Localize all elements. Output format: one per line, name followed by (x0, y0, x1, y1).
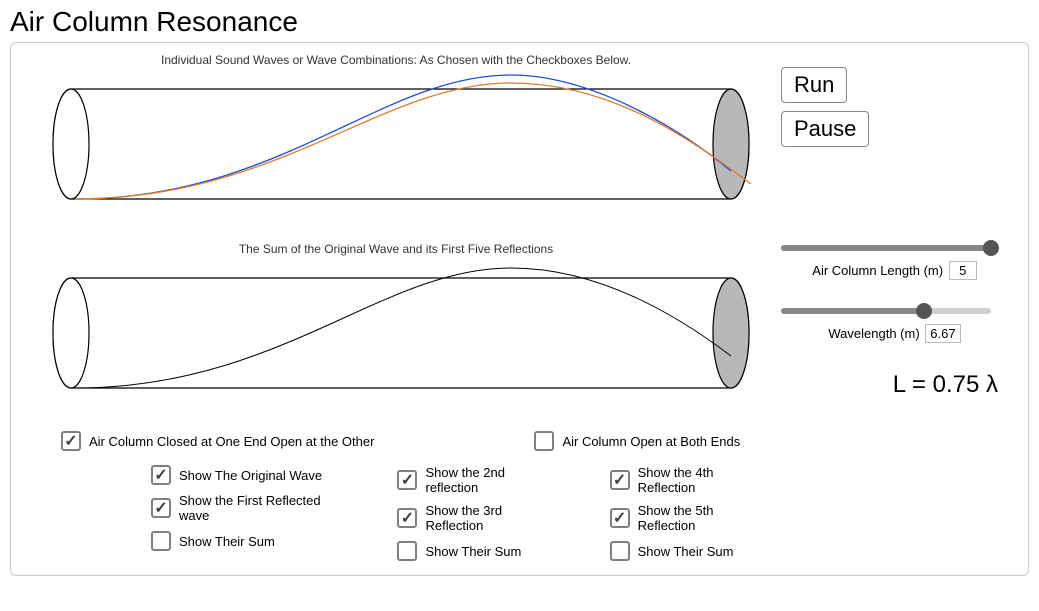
tube-top-svg (31, 69, 761, 224)
tube-bottom-caption: The Sum of the Original Wave and its Fir… (31, 242, 761, 256)
wavelength-slider-fill (781, 308, 924, 314)
mode-closed-check[interactable]: Air Column Closed at One End Open at the… (61, 431, 374, 451)
wave-check-label: Show Their Sum (179, 534, 275, 549)
length-slider[interactable] (781, 245, 991, 251)
length-slider-label: Air Column Length (m) 5 (781, 261, 1008, 280)
wave-check[interactable]: Show the 3rd Reflection (397, 503, 549, 533)
equation-readout: L = 0.75 λ (781, 371, 1008, 399)
tube-top-caption: Individual Sound Waves or Wave Combinati… (31, 53, 761, 67)
checkbox-icon (151, 498, 171, 518)
equation-value: 0.75 (933, 371, 980, 398)
wave-check[interactable]: Show the First Reflected wave (151, 493, 337, 523)
wave-check[interactable]: Show The Original Wave (151, 465, 337, 485)
tube-bottom-svg (31, 258, 761, 413)
wavelength-slider-label: Wavelength (m) 6.67 (781, 324, 1008, 343)
slider-group: Air Column Length (m) 5 Wavelength (m) 6… (781, 245, 1008, 343)
wave-check[interactable]: Show the 4th Reflection (610, 465, 761, 495)
wavelength-slider-row: Wavelength (m) 6.67 (781, 308, 1008, 343)
wave-check[interactable]: Show Their Sum (397, 541, 549, 561)
wave-check-label: Show the 2nd reflection (425, 465, 549, 495)
checkbox-icon (610, 508, 630, 528)
length-slider-thumb[interactable] (983, 240, 999, 256)
pause-button[interactable]: Pause (781, 111, 869, 147)
checkbox-icon (61, 431, 81, 451)
wave-check-grid: Show The Original Wave Show the First Ref… (151, 465, 761, 561)
wave-check[interactable]: Show the 2nd reflection (397, 465, 549, 495)
wave-check-label: Show The Original Wave (179, 468, 322, 483)
wave-check[interactable]: Show the 5th Reflection (610, 503, 761, 533)
wave-check-label: Show Their Sum (425, 544, 521, 559)
wave-check-column: Show the 2nd reflection Show the 3rd Refl… (397, 465, 549, 561)
checkbox-icon (610, 470, 630, 490)
length-slider-fill (781, 245, 991, 251)
checkbox-icon (397, 470, 417, 490)
wavelength-label-text: Wavelength (m) (828, 326, 919, 341)
wave-check-label: Show Their Sum (638, 544, 734, 559)
wave-check-label: Show the 3rd Reflection (425, 503, 549, 533)
run-button[interactable]: Run (781, 67, 847, 103)
tube-bottom-block: The Sum of the Original Wave and its Fir… (31, 242, 761, 413)
diagram-column: Individual Sound Waves or Wave Combinati… (31, 53, 761, 561)
mode-open-label: Air Column Open at Both Ends (562, 434, 740, 449)
tube-top-block: Individual Sound Waves or Wave Combinati… (31, 53, 761, 224)
main-panel: Individual Sound Waves or Wave Combinati… (10, 42, 1029, 576)
equation-prefix: L = (893, 371, 933, 398)
checkbox-icon (397, 541, 417, 561)
wave-check-column: Show The Original Wave Show the First Ref… (151, 465, 337, 561)
length-value[interactable]: 5 (949, 261, 977, 280)
wavelength-value[interactable]: 6.67 (925, 324, 960, 343)
wave-check-column: Show the 4th Reflection Show the 5th Refl… (610, 465, 761, 561)
wave-check[interactable]: Show Their Sum (610, 541, 761, 561)
checkbox-icon (610, 541, 630, 561)
length-label-text: Air Column Length (m) (812, 263, 943, 278)
mode-closed-label: Air Column Closed at One End Open at the… (89, 434, 374, 449)
page-title: Air Column Resonance (10, 6, 1029, 38)
wavelength-slider-thumb[interactable] (916, 303, 932, 319)
equation-suffix: λ (979, 371, 998, 398)
length-slider-row: Air Column Length (m) 5 (781, 245, 1008, 280)
checkbox-icon (151, 465, 171, 485)
checkbox-icon (397, 508, 417, 528)
checkbox-icon (534, 431, 554, 451)
mode-check-row: Air Column Closed at One End Open at the… (61, 431, 761, 451)
controls-column: Run Pause Air Column Length (m) 5 (781, 53, 1008, 561)
wave-check-label: Show the First Reflected wave (179, 493, 337, 523)
wave-check-label: Show the 4th Reflection (638, 465, 761, 495)
wave-check-label: Show the 5th Reflection (638, 503, 761, 533)
checkbox-icon (151, 531, 171, 551)
wave-check[interactable]: Show Their Sum (151, 531, 337, 551)
mode-open-check[interactable]: Air Column Open at Both Ends (534, 431, 740, 451)
wavelength-slider[interactable] (781, 308, 991, 314)
